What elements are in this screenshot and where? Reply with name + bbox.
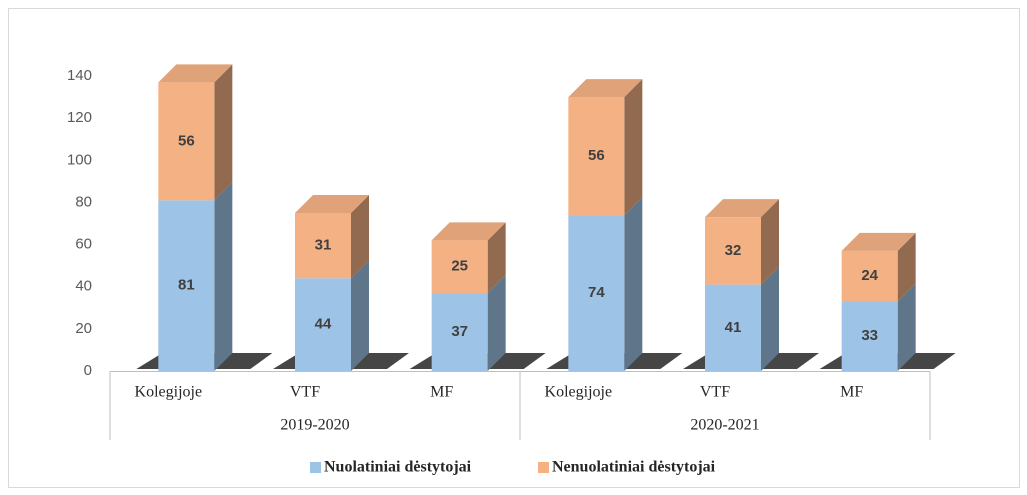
y-tick-label: 140 <box>67 67 92 84</box>
bar-side <box>487 275 506 371</box>
bar-side <box>351 194 369 279</box>
legend-swatch <box>538 462 549 473</box>
bar-side <box>761 266 779 371</box>
x-tick-label: Kolegijoje <box>545 384 613 401</box>
bar-side <box>624 79 643 216</box>
y-tick-label: 80 <box>75 193 92 210</box>
bar <box>295 278 351 371</box>
x-tick-label: MF <box>430 384 453 401</box>
bar-top <box>705 199 779 218</box>
legend-label: Nuolatiniai dėstytojai <box>324 459 472 476</box>
bar-top <box>158 64 233 83</box>
value-label: 33 <box>861 327 878 344</box>
value-label: 44 <box>315 316 332 333</box>
value-label: 74 <box>588 284 605 301</box>
bar-top <box>841 232 916 251</box>
value-label: 25 <box>451 258 468 275</box>
legend-label: Nenuolatiniai dėstytojai <box>552 459 716 476</box>
bar-top <box>568 79 643 98</box>
bar-side <box>214 64 233 201</box>
bar <box>431 240 488 294</box>
bar-side <box>351 260 369 371</box>
x-tick-label: VTF <box>290 384 320 401</box>
value-label: 31 <box>315 237 332 254</box>
bar-side <box>897 232 916 302</box>
y-tick-label: 120 <box>67 109 92 126</box>
legend-swatch <box>310 462 321 473</box>
value-label: 81 <box>178 277 195 294</box>
y-tick-label: 20 <box>75 320 92 337</box>
value-label: 41 <box>725 319 742 336</box>
bar-side <box>487 222 506 294</box>
bar <box>705 284 761 371</box>
group-label: 2020-2021 <box>690 417 759 434</box>
bar <box>841 250 898 302</box>
x-tick-label: Kolegijoje <box>135 384 203 401</box>
value-label: 37 <box>451 323 468 340</box>
bar <box>431 293 488 371</box>
value-label: 56 <box>178 132 195 149</box>
bar <box>568 215 625 371</box>
bar <box>295 212 351 279</box>
bar-top <box>431 222 506 241</box>
value-label: 24 <box>861 267 878 284</box>
group-label: 2019-2020 <box>280 417 349 434</box>
x-tick-label: VTF <box>700 384 730 401</box>
y-tick-label: 60 <box>75 236 92 253</box>
value-label: 56 <box>588 147 605 164</box>
value-label: 32 <box>725 242 742 259</box>
bar <box>568 97 625 216</box>
bar <box>705 217 761 285</box>
x-tick-label: MF <box>840 384 863 401</box>
bar-top <box>295 194 369 213</box>
y-tick-label: 100 <box>67 151 92 168</box>
bar <box>158 200 215 371</box>
bar-side <box>761 199 779 285</box>
bar-side <box>214 182 233 371</box>
bar-side <box>897 283 916 371</box>
bar-side <box>624 197 643 371</box>
y-tick-label: 0 <box>84 362 92 379</box>
bar <box>158 82 215 201</box>
y-tick-label: 40 <box>75 278 92 295</box>
bar <box>841 301 898 371</box>
